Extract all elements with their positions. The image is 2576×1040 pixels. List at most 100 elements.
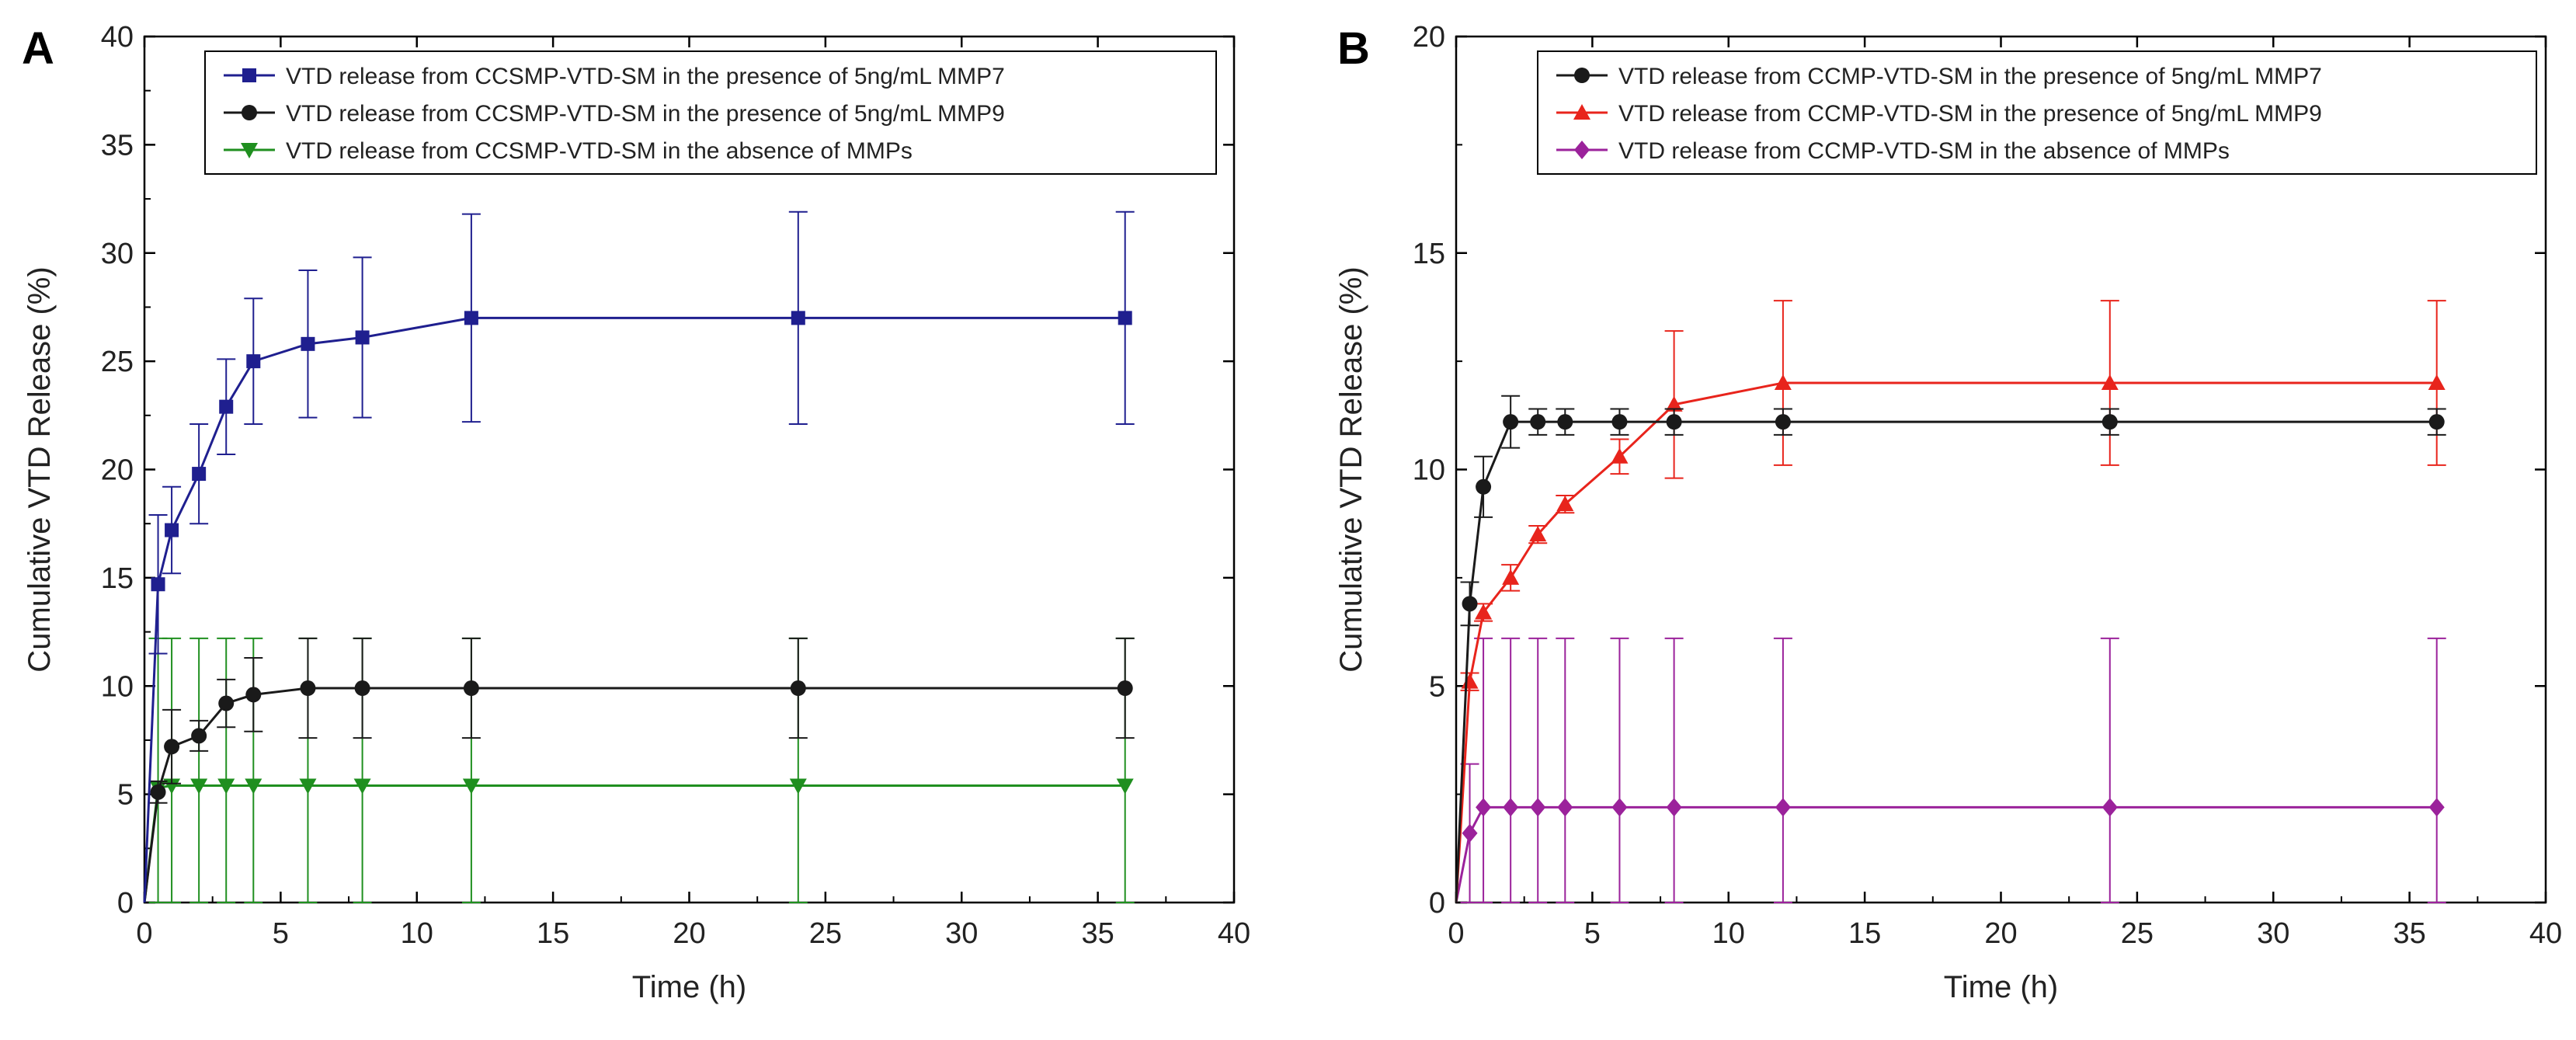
- series-3: [143, 637, 1135, 903]
- legend-label: VTD release from CCSMP-VTD-SM in the abs…: [286, 138, 913, 164]
- data-point: [1666, 798, 1682, 817]
- data-point: [1529, 526, 1547, 542]
- data-point: [1462, 823, 1478, 843]
- y-tick-label: 15: [101, 562, 134, 595]
- legend-marker: [1574, 68, 1590, 83]
- legend-box: [204, 50, 1217, 175]
- data-point: [1557, 414, 1573, 430]
- data-point: [151, 577, 165, 592]
- panel-a: A 0 5 10 15 20 25 30 35 40 0 5 10 15 20 25 30 35 40 Time (h…: [22, 21, 1250, 1004]
- data-point: [190, 778, 208, 795]
- data-point: [1666, 414, 1682, 430]
- panel-label: B: [1337, 23, 1370, 74]
- legend-marker: [241, 143, 258, 158]
- x-tick-label: 20: [673, 917, 705, 950]
- data-point: [1116, 778, 1134, 795]
- x-tick-label: 30: [2257, 917, 2289, 950]
- data-point: [354, 680, 370, 697]
- data-point: [164, 739, 180, 755]
- data-point: [2101, 414, 2118, 430]
- data-point: [219, 399, 234, 414]
- x-axis-title: Time (h): [1944, 970, 2058, 1004]
- x-tick-label: 10: [1712, 917, 1745, 950]
- data-point: [1665, 395, 1683, 412]
- data-point: [1462, 596, 1478, 612]
- data-point: [245, 778, 262, 795]
- data-point: [1530, 414, 1546, 430]
- x-tick-label: 40: [2529, 917, 2562, 950]
- series-3: [1455, 637, 2446, 903]
- x-tick-label: 15: [537, 917, 569, 950]
- data-point: [353, 778, 371, 795]
- data-point: [1461, 673, 1479, 689]
- data-point: [245, 687, 262, 703]
- x-tick-label: 5: [273, 917, 289, 950]
- data-point: [463, 680, 479, 697]
- y-tick-label: 10: [1413, 454, 1445, 487]
- panel-b: B 0 5 10 15 20 25 30 35 40 0 5 10 15 20 Time (h) Cumulat…: [1334, 21, 2562, 1004]
- data-point: [2428, 414, 2445, 430]
- x-tick-label: 10: [401, 917, 433, 950]
- x-axis-title: Time (h): [632, 970, 746, 1004]
- legend-label: VTD release from CCSMP-VTD-SM in the pre…: [286, 64, 1005, 89]
- data-point: [299, 778, 317, 795]
- y-tick-label: 0: [117, 887, 134, 920]
- legend: VTD release from CCMP-VTD-SM in the pres…: [1537, 50, 2537, 175]
- y-tick-label: 5: [1429, 670, 1445, 703]
- series-line: [143, 784, 1125, 903]
- data-point: [192, 467, 207, 482]
- x-tick-label: 5: [1584, 917, 1601, 950]
- y-axis-title: Cumulative VTD Release (%): [23, 266, 57, 672]
- data-point: [355, 330, 370, 345]
- y-tick-label: 20: [101, 454, 134, 487]
- legend-label: VTD release from CCMP-VTD-SM in the pres…: [1618, 64, 2322, 89]
- data-point: [1556, 496, 1574, 512]
- legend-marker: [1574, 141, 1590, 159]
- x-tick-label: 15: [1848, 917, 1881, 950]
- data-point: [301, 336, 315, 351]
- series-2: [1455, 300, 2446, 903]
- y-tick-label: 20: [1413, 21, 1445, 54]
- data-point: [1475, 603, 1493, 620]
- y-tick-label: 35: [101, 129, 134, 162]
- data-point: [1476, 798, 1492, 817]
- data-point: [1502, 569, 1520, 585]
- series-line: [1455, 420, 2437, 903]
- data-point: [789, 778, 807, 795]
- data-point: [1775, 798, 1791, 817]
- x-tick-label: 25: [2121, 917, 2154, 950]
- y-tick-label: 5: [117, 779, 134, 812]
- data-point: [217, 778, 235, 795]
- series-line: [1455, 805, 2437, 903]
- series-1: [143, 210, 1135, 903]
- x-tick-label: 20: [1984, 917, 2017, 950]
- series-line: [1455, 381, 2437, 903]
- legend-marker: [242, 105, 257, 120]
- series-2: [143, 637, 1135, 903]
- x-tick-label: 40: [1218, 917, 1250, 950]
- y-tick-label: 10: [101, 670, 134, 703]
- data-point: [464, 311, 478, 325]
- legend: VTD release from CCSMP-VTD-SM in the pre…: [204, 50, 1217, 175]
- data-point: [1611, 414, 1628, 430]
- data-point: [2428, 374, 2446, 390]
- legend-label: VTD release from CCMP-VTD-SM in the abse…: [1618, 138, 2230, 164]
- data-point: [1117, 680, 1133, 697]
- data-point: [2101, 374, 2119, 390]
- data-point: [1611, 798, 1628, 817]
- data-point: [1611, 447, 1629, 464]
- x-tick-label: 0: [1448, 917, 1464, 950]
- data-point: [2428, 798, 2445, 817]
- x-tick-label: 0: [136, 917, 152, 950]
- data-point: [1774, 374, 1792, 390]
- data-point: [246, 354, 261, 369]
- data-point: [150, 784, 166, 800]
- series-1: [1455, 395, 2446, 903]
- y-tick-label: 30: [101, 238, 134, 270]
- x-tick-label: 35: [2393, 917, 2425, 950]
- legend-box: [1537, 50, 2537, 175]
- data-point: [791, 311, 805, 325]
- data-point: [462, 778, 480, 795]
- series-line: [143, 687, 1125, 903]
